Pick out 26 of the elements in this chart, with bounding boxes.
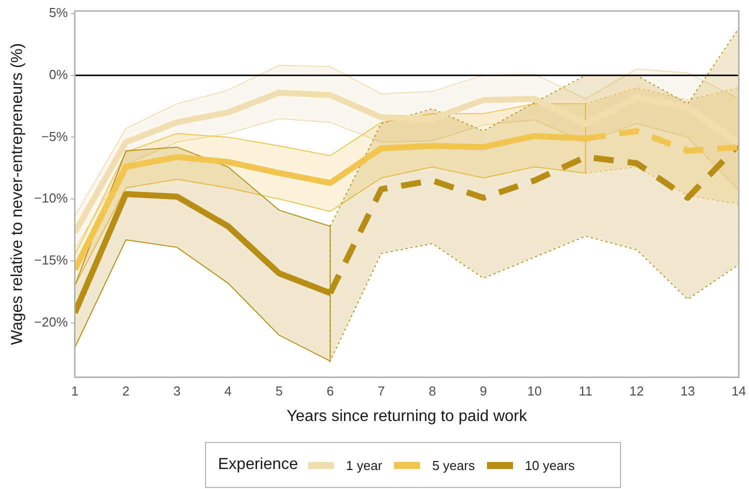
legend-label: 1 year bbox=[346, 458, 382, 472]
x-tick-label: 6 bbox=[326, 384, 334, 399]
y-tick-label: −5% bbox=[41, 128, 68, 144]
x-tick-label: 7 bbox=[378, 384, 385, 399]
x-tick-label: 12 bbox=[629, 384, 644, 399]
x-tick-label: 5 bbox=[275, 384, 283, 399]
x-tick-label: 11 bbox=[578, 384, 592, 399]
y-axis-title: Wages relative to never-entrepreneurs (%) bbox=[9, 43, 26, 345]
legend-label: 10 years bbox=[524, 458, 575, 472]
x-axis-title: Years since returning to paid work bbox=[286, 408, 528, 425]
y-tick-label: 0% bbox=[49, 66, 68, 82]
legend-label: 5 years bbox=[432, 458, 475, 472]
y-tick-label: 5% bbox=[49, 5, 68, 20]
x-tick-label: 13 bbox=[680, 384, 695, 399]
x-tick-label: 8 bbox=[428, 384, 436, 399]
x-tick-label: 3 bbox=[173, 384, 181, 399]
y-tick-label: −20% bbox=[34, 314, 68, 330]
x-tick-label: 9 bbox=[480, 384, 488, 399]
x-tick-label: 4 bbox=[224, 384, 232, 399]
y-tick-label: −10% bbox=[34, 190, 68, 206]
x-tick-label: 10 bbox=[527, 384, 542, 399]
x-tick-label: 2 bbox=[122, 384, 130, 399]
x-tick-label: 1 bbox=[71, 384, 78, 399]
legend-title: Experience bbox=[218, 456, 298, 474]
x-tick-label: 14 bbox=[732, 384, 746, 399]
y-tick-label: −15% bbox=[34, 252, 68, 268]
